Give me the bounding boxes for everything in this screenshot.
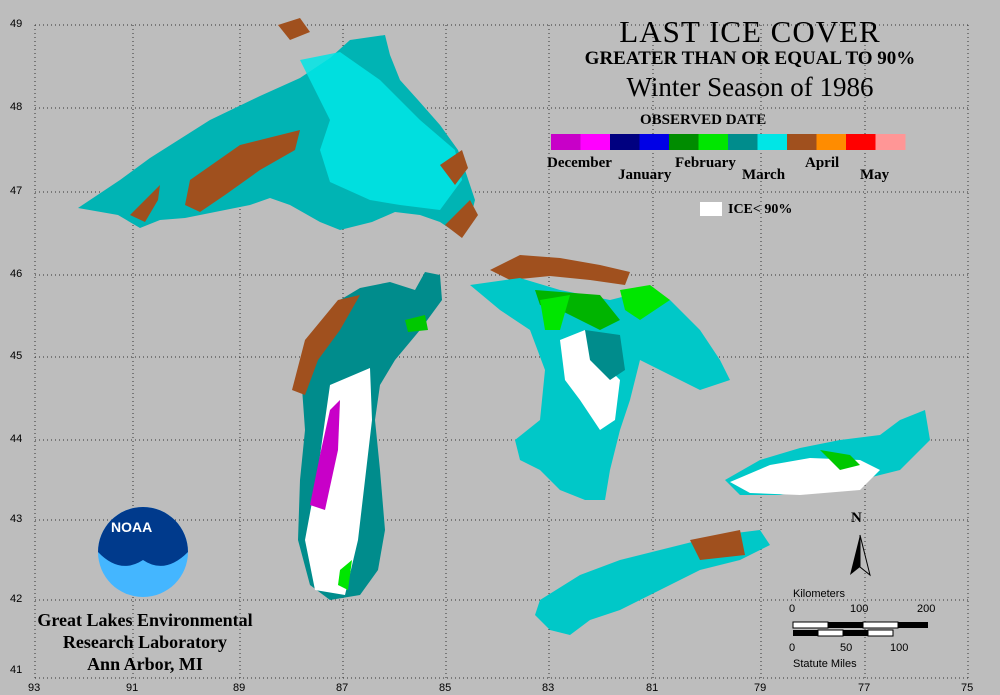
lon-label: 87 <box>336 682 349 694</box>
ice-key-label: ICE< 90% <box>728 202 793 217</box>
lon-label: 89 <box>233 682 246 694</box>
legend-swatch <box>846 134 876 150</box>
scale-mi-tick: 50 <box>840 642 853 654</box>
north-channel <box>490 255 630 285</box>
legend-month-february: February <box>675 155 736 171</box>
lon-label: 83 <box>542 682 555 694</box>
lon-label: 81 <box>646 682 659 694</box>
north-arrow-icon <box>850 534 871 577</box>
legend-swatch <box>698 134 729 150</box>
legend-swatch <box>639 134 670 150</box>
ice-key-swatch <box>700 202 722 216</box>
scale-km-title: Kilometers <box>793 588 845 600</box>
legend-swatch <box>610 134 640 150</box>
legend-swatch <box>580 134 611 150</box>
noaa-logo <box>98 507 188 597</box>
org-line-2: Research Laboratory <box>62 632 228 652</box>
lake-superior <box>78 18 478 238</box>
lat-label: 41 <box>10 664 23 676</box>
lake-michigan <box>292 272 442 600</box>
org-line-3: Ann Arbor, MI <box>87 654 203 674</box>
scale-km-tick: 100 <box>850 603 869 615</box>
lat-label: 42 <box>10 593 23 605</box>
lat-label: 49 <box>10 18 23 30</box>
lon-label: 93 <box>28 682 41 694</box>
lon-label: 77 <box>858 682 871 694</box>
lake-erie <box>535 530 770 635</box>
legend-swatch <box>757 134 788 150</box>
lat-label: 46 <box>10 268 23 280</box>
legend-month-january: January <box>618 167 672 183</box>
lat-label: 44 <box>10 433 23 445</box>
season-label: Winter Season of 1986 <box>626 72 874 102</box>
lon-label: 75 <box>961 682 974 694</box>
legend-swatch <box>669 134 699 150</box>
legend-swatch <box>875 134 906 150</box>
scale-km-tick: 200 <box>917 603 936 615</box>
lon-label: 91 <box>126 682 139 694</box>
legend-month-march: March <box>742 167 786 183</box>
north-label: N <box>851 510 862 526</box>
lake-huron <box>470 278 730 500</box>
map-subtitle: GREATER THAN OR EQUAL TO 90% <box>584 48 916 69</box>
legend-title: OBSERVED DATE <box>640 112 767 128</box>
org-line-1: Great Lakes Environmental <box>37 610 253 630</box>
scale-mi-title: Statute Miles <box>793 658 857 670</box>
lake-ontario <box>725 410 930 495</box>
legend-month-april: April <box>805 155 840 171</box>
scale-bar <box>792 621 928 637</box>
legend-color-bar <box>551 134 906 150</box>
legend-swatch <box>787 134 817 150</box>
lat-label: 43 <box>10 513 23 525</box>
scale-mi-tick: 0 <box>789 642 796 654</box>
legend-swatch <box>728 134 758 150</box>
scale-km-tick: 0 <box>789 603 796 615</box>
legend-swatch <box>551 134 581 150</box>
lon-label: 85 <box>439 682 452 694</box>
legend-month-december: December <box>547 155 612 171</box>
map-title: LAST ICE COVER <box>619 14 881 49</box>
scale-mi-tick: 100 <box>890 642 909 654</box>
legend-swatch <box>816 134 847 150</box>
noaa-logo-text: NOAA <box>111 519 153 535</box>
lat-label: 45 <box>10 350 23 362</box>
legend-month-may: May <box>860 167 890 183</box>
lon-label: 79 <box>754 682 767 694</box>
lat-label: 48 <box>10 101 23 113</box>
lat-label: 47 <box>10 185 23 197</box>
